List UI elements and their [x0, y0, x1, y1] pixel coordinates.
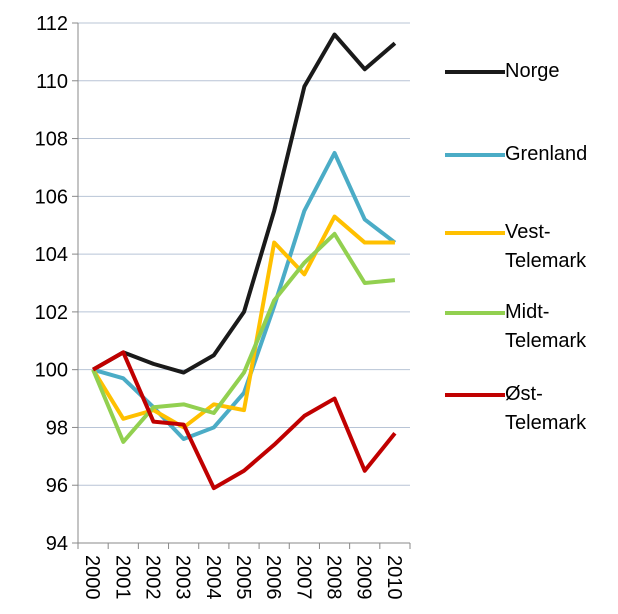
legend-label: Øst-Telemark: [505, 383, 587, 434]
x-tick-label: 2003: [172, 555, 194, 600]
y-tick-label: 102: [35, 302, 68, 324]
x-tick-label: 2001: [111, 555, 133, 600]
x-tick-label: 2008: [323, 555, 345, 600]
y-tick-label: 106: [35, 186, 68, 208]
y-tick-label: 112: [36, 13, 68, 35]
x-tick-label: 2006: [262, 555, 284, 600]
x-tick-label: 2005: [232, 555, 254, 600]
y-tick-label: 110: [36, 71, 68, 93]
legend-label: Grenland: [505, 143, 588, 165]
y-tick-label: 96: [46, 475, 68, 497]
legend-label: Norge: [505, 60, 560, 82]
x-tick-label: 2000: [81, 555, 103, 600]
series-line: [91, 214, 395, 430]
x-tick-label: 2009: [353, 555, 375, 600]
y-tick-label: 98: [46, 417, 68, 439]
legend-label: Midt-Telemark: [505, 301, 587, 352]
y-tick-label: 108: [35, 129, 68, 151]
x-tick-label: 2007: [292, 555, 314, 600]
legend-label: Vest-Telemark: [505, 221, 587, 272]
series-line: [91, 231, 396, 444]
series-line: [92, 350, 397, 491]
y-tick-label: 94: [46, 533, 68, 555]
series-line: [92, 32, 397, 375]
y-tick-label: 104: [35, 244, 68, 266]
x-tick-label: 2004: [202, 555, 224, 600]
x-tick-label: 2002: [141, 555, 163, 600]
x-tick-label: 2010: [383, 555, 405, 600]
y-tick-label: 100: [35, 360, 68, 382]
